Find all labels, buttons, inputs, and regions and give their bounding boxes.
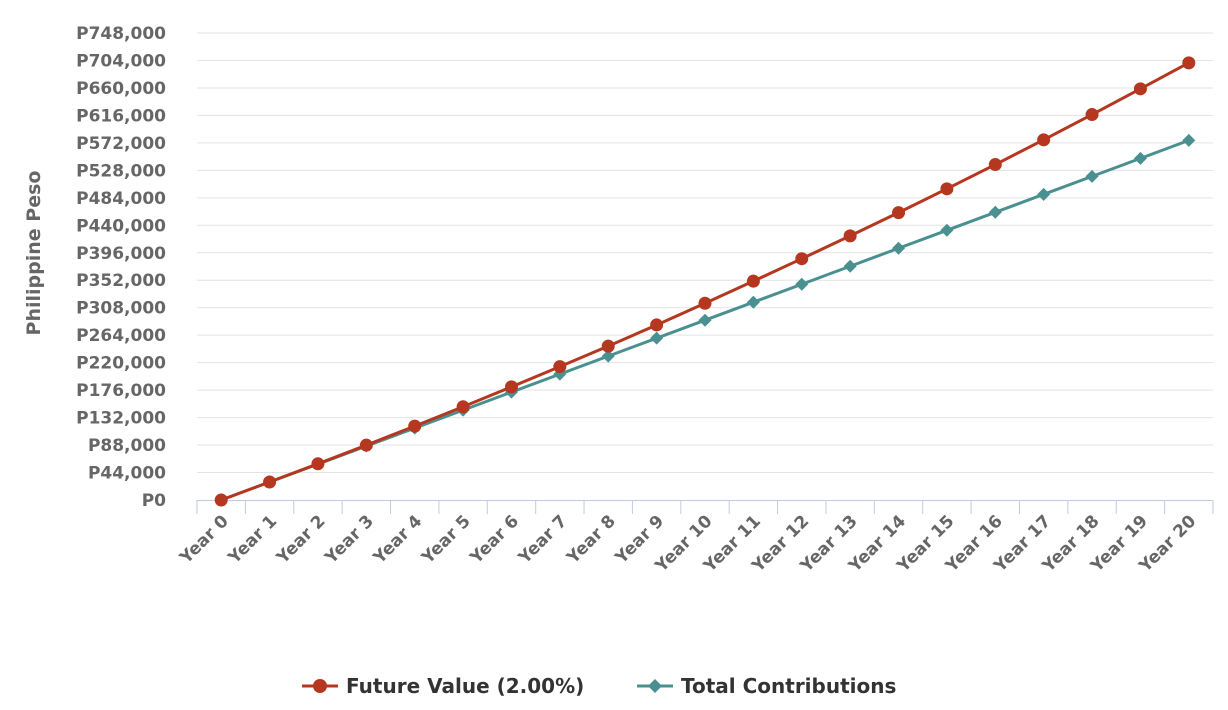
data-point[interactable] (359, 438, 373, 452)
series-lines (214, 56, 1196, 507)
legend: Future Value (2.00%) Total Contributions (302, 674, 896, 698)
data-point[interactable] (892, 241, 906, 255)
legend-item[interactable]: Future Value (2.00%) (302, 674, 584, 698)
y-tick-label: P264,000 (76, 326, 166, 346)
legend-label: Future Value (2.00%) (346, 674, 584, 698)
y-tick-label: P616,000 (76, 106, 166, 126)
y-tick-label: P704,000 (76, 51, 166, 71)
legend-label: Total Contributions (681, 674, 896, 698)
data-point[interactable] (601, 349, 615, 363)
y-tick-label: P748,000 (76, 24, 166, 44)
axes (196, 500, 1214, 514)
x-tick-label: Year 1 (224, 511, 281, 568)
y-axis-title: Philippine Peso (23, 171, 45, 336)
series-line (219, 61, 1191, 502)
data-point[interactable] (795, 252, 809, 266)
legend-marker (313, 679, 327, 693)
data-point[interactable] (843, 259, 857, 273)
x-tick-label: Year 7 (514, 511, 571, 568)
data-point[interactable] (1182, 56, 1196, 70)
data-point[interactable] (746, 295, 760, 309)
data-point[interactable] (1182, 133, 1196, 147)
x-tick-label: Year 3 (321, 511, 378, 568)
data-point[interactable] (214, 493, 228, 507)
y-tick-label: P396,000 (76, 244, 166, 264)
y-tick-label: P0 (142, 491, 166, 511)
y-tick-label: P132,000 (76, 409, 166, 429)
data-point[interactable] (1037, 187, 1051, 201)
y-tick-label: P308,000 (76, 299, 166, 319)
y-tick-label: P44,000 (88, 464, 166, 484)
y-tick-label: P220,000 (76, 354, 166, 374)
data-point[interactable] (698, 296, 712, 310)
legend-item[interactable]: Total Contributions (637, 674, 896, 698)
data-point[interactable] (553, 360, 567, 374)
data-point[interactable] (698, 313, 712, 327)
data-point[interactable] (1133, 82, 1147, 96)
data-point[interactable] (456, 400, 470, 414)
data-point[interactable] (1037, 133, 1051, 147)
data-point[interactable] (601, 339, 615, 353)
x-tick-label: Year 5 (417, 511, 474, 568)
data-point[interactable] (988, 158, 1002, 172)
data-point[interactable] (650, 331, 664, 345)
data-point[interactable] (504, 380, 518, 394)
data-point[interactable] (1133, 151, 1147, 165)
data-point[interactable] (1085, 169, 1099, 183)
data-point[interactable] (988, 205, 1002, 219)
data-point[interactable] (795, 277, 809, 291)
data-point[interactable] (311, 457, 325, 471)
y-tick-label: P528,000 (76, 161, 166, 181)
data-point[interactable] (892, 206, 906, 220)
y-tick-label: P88,000 (88, 436, 166, 456)
data-point[interactable] (843, 229, 857, 243)
data-point[interactable] (746, 274, 760, 288)
y-tick-label: P176,000 (76, 381, 166, 401)
y-tick-label: P660,000 (76, 79, 166, 99)
y-tick-label: P572,000 (76, 134, 166, 154)
y-axis-tick-labels: P0 P44,000 P88,000 P132,000 P176,000 P220,000… (76, 24, 166, 511)
x-tick-label: Year 6 (466, 511, 523, 568)
data-point[interactable] (650, 318, 664, 332)
data-point[interactable] (940, 223, 954, 237)
grid-lines (197, 32, 1213, 474)
data-point[interactable] (263, 475, 277, 489)
x-tick-label: Year 0 (176, 511, 233, 568)
data-point[interactable] (1085, 108, 1099, 122)
data-point[interactable] (940, 182, 954, 196)
data-point[interactable] (408, 419, 422, 433)
x-tick-label: Year 2 (272, 511, 329, 568)
legend-marker (648, 679, 662, 693)
y-tick-label: P440,000 (76, 216, 166, 236)
x-tick-label: Year 8 (563, 511, 620, 568)
x-tick-label: Year 4 (369, 511, 426, 568)
y-tick-label: P352,000 (76, 271, 166, 291)
y-tick-label: P484,000 (76, 189, 166, 209)
